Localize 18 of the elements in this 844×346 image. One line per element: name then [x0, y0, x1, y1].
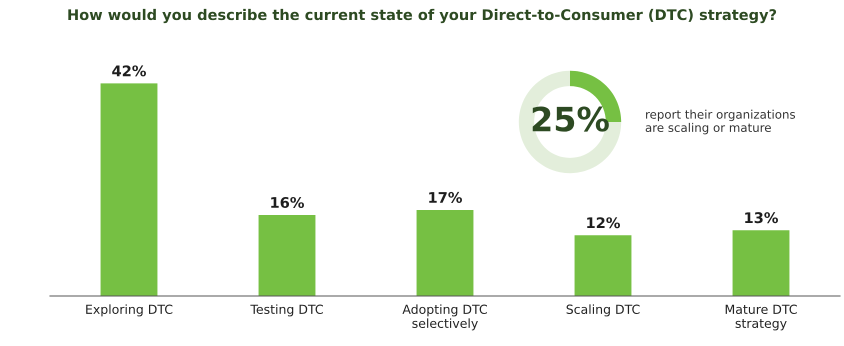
data-label: 42%	[112, 65, 146, 76]
chart-title: How would you describe the current state of your Direct-to-Consumer (DTC) strategy?	[68, 8, 776, 24]
bar	[258, 215, 316, 296]
annotation: report their organizations are scaling or mature	[646, 110, 796, 134]
bar	[416, 210, 474, 296]
data-label: 17%	[429, 192, 462, 203]
x-tick-label: Mature DTC strategy	[726, 304, 797, 330]
bar	[100, 83, 158, 296]
bar	[732, 230, 790, 296]
x-tick-label: Testing DTC	[250, 304, 323, 316]
data-label: 16%	[271, 196, 304, 208]
x-tick-label: Scaling DTC	[566, 304, 640, 316]
x-tick-label: Adopting DTC selectively	[402, 304, 487, 330]
data-label: 13%	[745, 212, 778, 224]
data-label: 12%	[587, 217, 620, 228]
bar	[574, 235, 632, 296]
data-label: 25%	[532, 106, 609, 132]
x-tick-label: Exploring DTC	[86, 304, 172, 316]
